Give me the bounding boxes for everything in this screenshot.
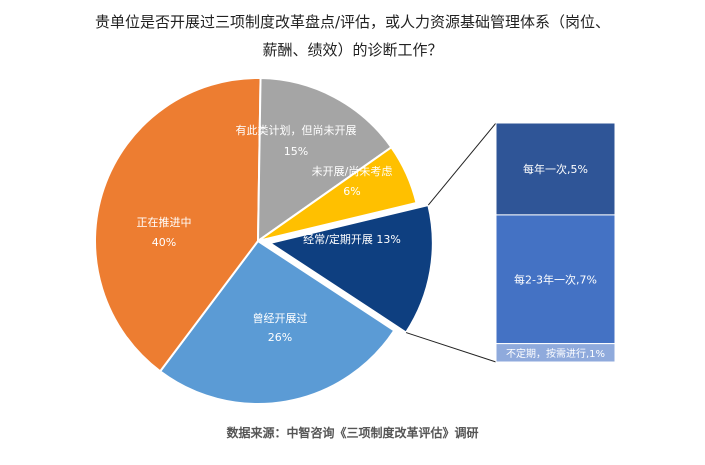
- slice-label-name: 未开展/尚未考虑: [312, 164, 393, 178]
- slice-label-value: 15%: [284, 145, 308, 158]
- breakdown-segment: [495, 122, 616, 216]
- slice-label-value: 26%: [268, 331, 292, 344]
- breakdown-label: 每2-3年一次,7%: [514, 272, 597, 286]
- breakdown-label: 每年一次,5%: [523, 162, 588, 176]
- pie-slice: [158, 239, 396, 405]
- breakdown-label: 不定期，按需进行,1%: [506, 347, 605, 360]
- pie-slice: [94, 77, 262, 373]
- slice-label: 经常/定期开展 13%: [303, 232, 401, 246]
- connector-line-bottom: [405, 332, 497, 363]
- slice-label-value: 6%: [343, 185, 360, 198]
- chart-title: 贵单位是否开展过三项制度改革盘点/评估，或人力资源基础管理体系（岗位、 薪酬、绩…: [40, 8, 665, 64]
- connector-line-top: [427, 122, 497, 206]
- chart-title-line1: 贵单位是否开展过三项制度改革盘点/评估，或人力资源基础管理体系（岗位、: [94, 13, 611, 31]
- data-source-note: 数据来源：中智咨询《三项制度改革评估》调研: [226, 426, 479, 440]
- pie-slice: [257, 145, 418, 242]
- slice-label-name: 曾经开展过: [253, 311, 308, 325]
- breakdown-segment: [495, 343, 616, 363]
- slice-label-name: 有此类计划，但尚未开展: [236, 123, 357, 137]
- chart-title-line2: 薪酬、绩效）的诊断工作？: [262, 41, 443, 59]
- pie-slice: [267, 203, 434, 334]
- pie-slice: [256, 77, 393, 243]
- slice-label-value: 40%: [152, 236, 176, 249]
- slice-label-name: 正在推进中: [137, 215, 192, 229]
